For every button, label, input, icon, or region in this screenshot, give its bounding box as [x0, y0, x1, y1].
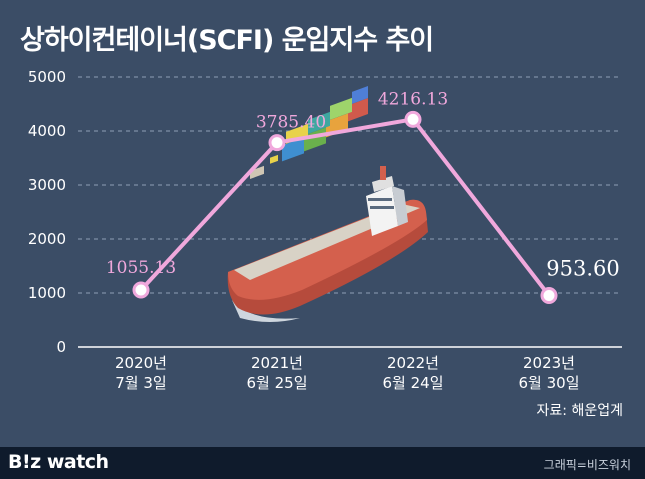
- data-point: [404, 110, 422, 128]
- data-label: 3785.40: [256, 113, 326, 133]
- y-tick-label: 2000: [28, 230, 66, 248]
- data-point: [540, 287, 558, 305]
- series-line-path: [139, 117, 551, 297]
- y-tick-label: 0: [56, 338, 66, 356]
- y-tick-label: 5000: [28, 68, 66, 86]
- y-tick-label: 3000: [28, 176, 66, 194]
- x-tick-label: 2021년 6월 25일: [247, 354, 308, 392]
- x-tick-label: 2020년 7월 3일: [115, 354, 167, 392]
- data-label: 1055.13: [106, 258, 176, 278]
- graphic-credit: 그래픽=비즈워치: [543, 458, 631, 472]
- y-tick-label: 1000: [28, 284, 66, 302]
- x-tick-label: 2022년 6월 24일: [383, 354, 444, 392]
- bizwatch-logo: B!z watch: [8, 451, 109, 473]
- data-point: [132, 281, 150, 299]
- data-point: [268, 134, 286, 152]
- chart-title: 상하이컨테이너(SCFI) 운임지수 추이: [20, 25, 434, 56]
- series-line: [139, 117, 551, 297]
- data-points: [132, 110, 558, 305]
- y-tick-label: 4000: [28, 122, 66, 140]
- x-tick-label: 2023년 6월 30일: [519, 354, 580, 392]
- container-ship-illustration: [227, 86, 428, 322]
- x-axis-ticks: 2020년 7월 3일 2021년 6월 25일 2022년 6월 24일 2023년 6월 …: [115, 354, 579, 392]
- footer-bar: B!z watch 그래픽=비즈워치: [0, 447, 645, 479]
- source-note: 자료: 해운업계: [536, 403, 623, 419]
- data-labels: 1055.13 3785.40 4216.13 953.60: [106, 89, 620, 280]
- data-label: 4216.13: [378, 89, 448, 109]
- data-label: 953.60: [546, 257, 619, 281]
- y-axis-ticks: 0 1000 2000 3000 4000 5000: [28, 68, 66, 356]
